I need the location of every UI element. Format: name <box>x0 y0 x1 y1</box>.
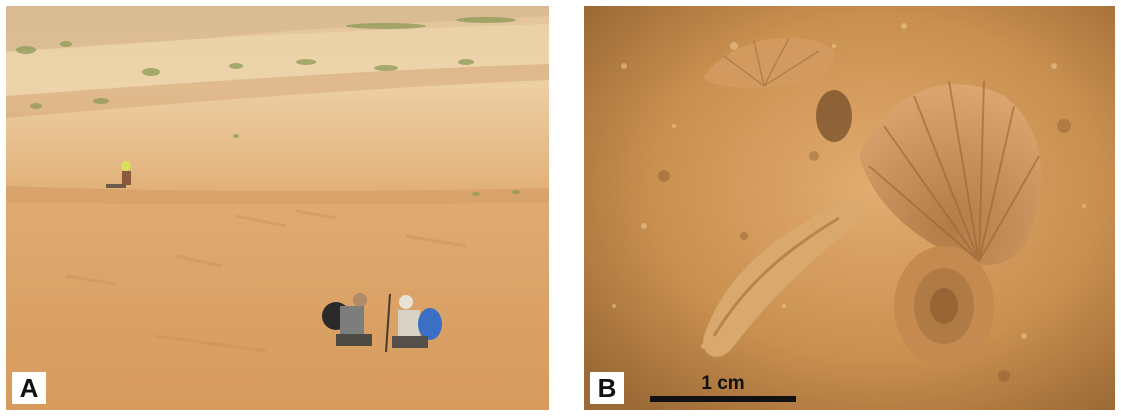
person-distant <box>106 161 131 188</box>
scale-bar-line <box>650 396 796 402</box>
photo-panel-b: B 1 cm <box>584 6 1115 410</box>
panel-label-a: A <box>12 372 46 404</box>
fossil-photo <box>584 6 1115 410</box>
coiled-shell <box>894 246 994 366</box>
shell-fragment-curved <box>703 199 865 357</box>
scale-bar: 1 cm <box>650 373 796 402</box>
ribbed-shell-small <box>704 37 835 88</box>
people-foreground <box>322 293 442 353</box>
photo-panel-a: A <box>6 6 549 410</box>
scale-bar-label: 1 cm <box>701 373 745 394</box>
panel-label-b: B <box>590 372 624 404</box>
outcrop-photo <box>6 6 549 410</box>
ribbed-shell-large <box>859 80 1042 266</box>
